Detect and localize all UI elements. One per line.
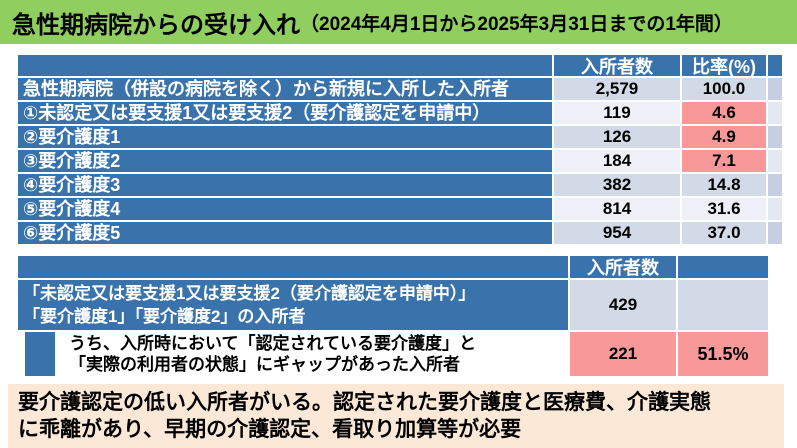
row-label-line1: 「未認定又は要支援1又は要支援2（要介護認定を申請中）」	[23, 284, 476, 303]
row-label: ④要介護度3	[18, 174, 552, 196]
ratio-cell: 51.5%	[678, 332, 768, 376]
summary-table-header-row: 入所者数	[18, 256, 768, 278]
ratio-cell: 14.8	[682, 174, 766, 196]
count-cell: 221	[570, 332, 676, 376]
note-line1: 要介護認定の低い入所者がいる。認定された要介護度と医療費、介護実態	[18, 391, 711, 414]
tail-cell	[768, 174, 782, 196]
row-label-line1: うち、入所時において「認定されている要介護度」と	[69, 334, 476, 353]
row-label-line2: 「要介護度1」「要介護度2」の入所者	[23, 307, 306, 326]
indent-spacer	[18, 332, 23, 376]
summary-table: 入所者数 「未認定又は要支援1又は要支援2（要介護認定を申請中）」 「要介護度1…	[18, 256, 768, 378]
page-title-period: （2024年4月1日から2025年3月31日までの1年間）	[300, 13, 733, 35]
count-column-header: 入所者数	[554, 55, 680, 77]
ratio-column-header	[678, 256, 768, 278]
row-label: ⑥要介護度5	[18, 222, 552, 244]
ratio-cell: 4.6	[682, 102, 766, 124]
table-row: うち、入所時において「認定されている要介護度」と 「実際の利用者の状態」にギャッ…	[18, 332, 768, 376]
admissions-table-header-row: 入所者数 比率(%)	[18, 55, 782, 77]
count-cell: 184	[554, 150, 680, 172]
ratio-cell: 31.6	[682, 198, 766, 220]
row-label: ⑤要介護度4	[18, 198, 552, 220]
row-label-text: うち、入所時において「認定されている要介護度」と 「実際の利用者の状態」にギャッ…	[57, 332, 568, 376]
tail-cell	[768, 78, 782, 100]
tail-cell	[768, 198, 782, 220]
row-label: ③要介護度2	[18, 150, 552, 172]
table-row: 急性期病院（併設の病院を除く）から新規に入所した入所者 2,579 100.0	[18, 78, 782, 100]
note-line2: に乖離があり、早期の介護認定、看取り加算等が必要	[18, 418, 522, 441]
table-row: ⑥要介護度5 954 37.0	[18, 222, 782, 244]
tail-column-header	[768, 55, 782, 76]
table-row: ④要介護度3 382 14.8	[18, 174, 782, 196]
table-row: 「未認定又は要支援1又は要支援2（要介護認定を申請中）」 「要介護度1」「要介護…	[18, 280, 768, 330]
ratio-cell: 4.9	[682, 126, 766, 148]
row-label: 「未認定又は要支援1又は要支援2（要介護認定を申請中）」 「要介護度1」「要介護…	[18, 280, 568, 330]
tail-cell	[768, 150, 782, 172]
row-label-line2: 「実際の利用者の状態」にギャップがあった入所者	[69, 355, 460, 374]
row-label: ②要介護度1	[18, 126, 552, 148]
table-row: ③要介護度2 184 7.1	[18, 150, 782, 172]
label-column-header	[18, 55, 552, 76]
count-cell: 119	[554, 102, 680, 124]
count-cell: 382	[554, 174, 680, 196]
count-cell: 814	[554, 198, 680, 220]
row-label: うち、入所時において「認定されている要介護度」と 「実際の利用者の状態」にギャッ…	[18, 332, 568, 376]
admissions-table: 入所者数 比率(%) 急性期病院（併設の病院を除く）から新規に入所した入所者 2…	[18, 55, 782, 246]
tail-cell	[768, 222, 782, 244]
count-cell: 954	[554, 222, 680, 244]
table-row: ⑤要介護度4 814 31.6	[18, 198, 782, 220]
tail-cell	[768, 126, 782, 148]
page-title: 急性期病院からの受け入れ	[12, 11, 300, 39]
title-bar: 急性期病院からの受け入れ （2024年4月1日から2025年3月31日までの1年間…	[0, 0, 797, 44]
label-column-header	[18, 256, 568, 278]
note-banner: 要介護認定の低い入所者がいる。認定された要介護度と医療費、介護実態 に乖離があり…	[8, 384, 784, 448]
ratio-cell	[678, 280, 768, 330]
ratio-cell: 100.0	[682, 78, 766, 100]
count-cell: 429	[570, 280, 676, 330]
count-cell: 2,579	[554, 78, 680, 100]
table-row: ②要介護度1 126 4.9	[18, 126, 782, 148]
row-label: 急性期病院（併設の病院を除く）から新規に入所した入所者	[18, 78, 552, 100]
table-row: ①未認定又は要支援1又は要支援2（要介護認定を申請中） 119 4.6	[18, 102, 782, 124]
count-cell: 126	[554, 126, 680, 148]
row-label: ①未認定又は要支援1又は要支援2（要介護認定を申請中）	[18, 102, 552, 124]
tail-cell	[768, 102, 782, 124]
indent-block	[25, 332, 55, 376]
count-column-header: 入所者数	[570, 256, 676, 278]
ratio-column-header: 比率(%)	[682, 55, 766, 77]
ratio-cell: 37.0	[682, 222, 766, 244]
ratio-cell: 7.1	[682, 150, 766, 172]
